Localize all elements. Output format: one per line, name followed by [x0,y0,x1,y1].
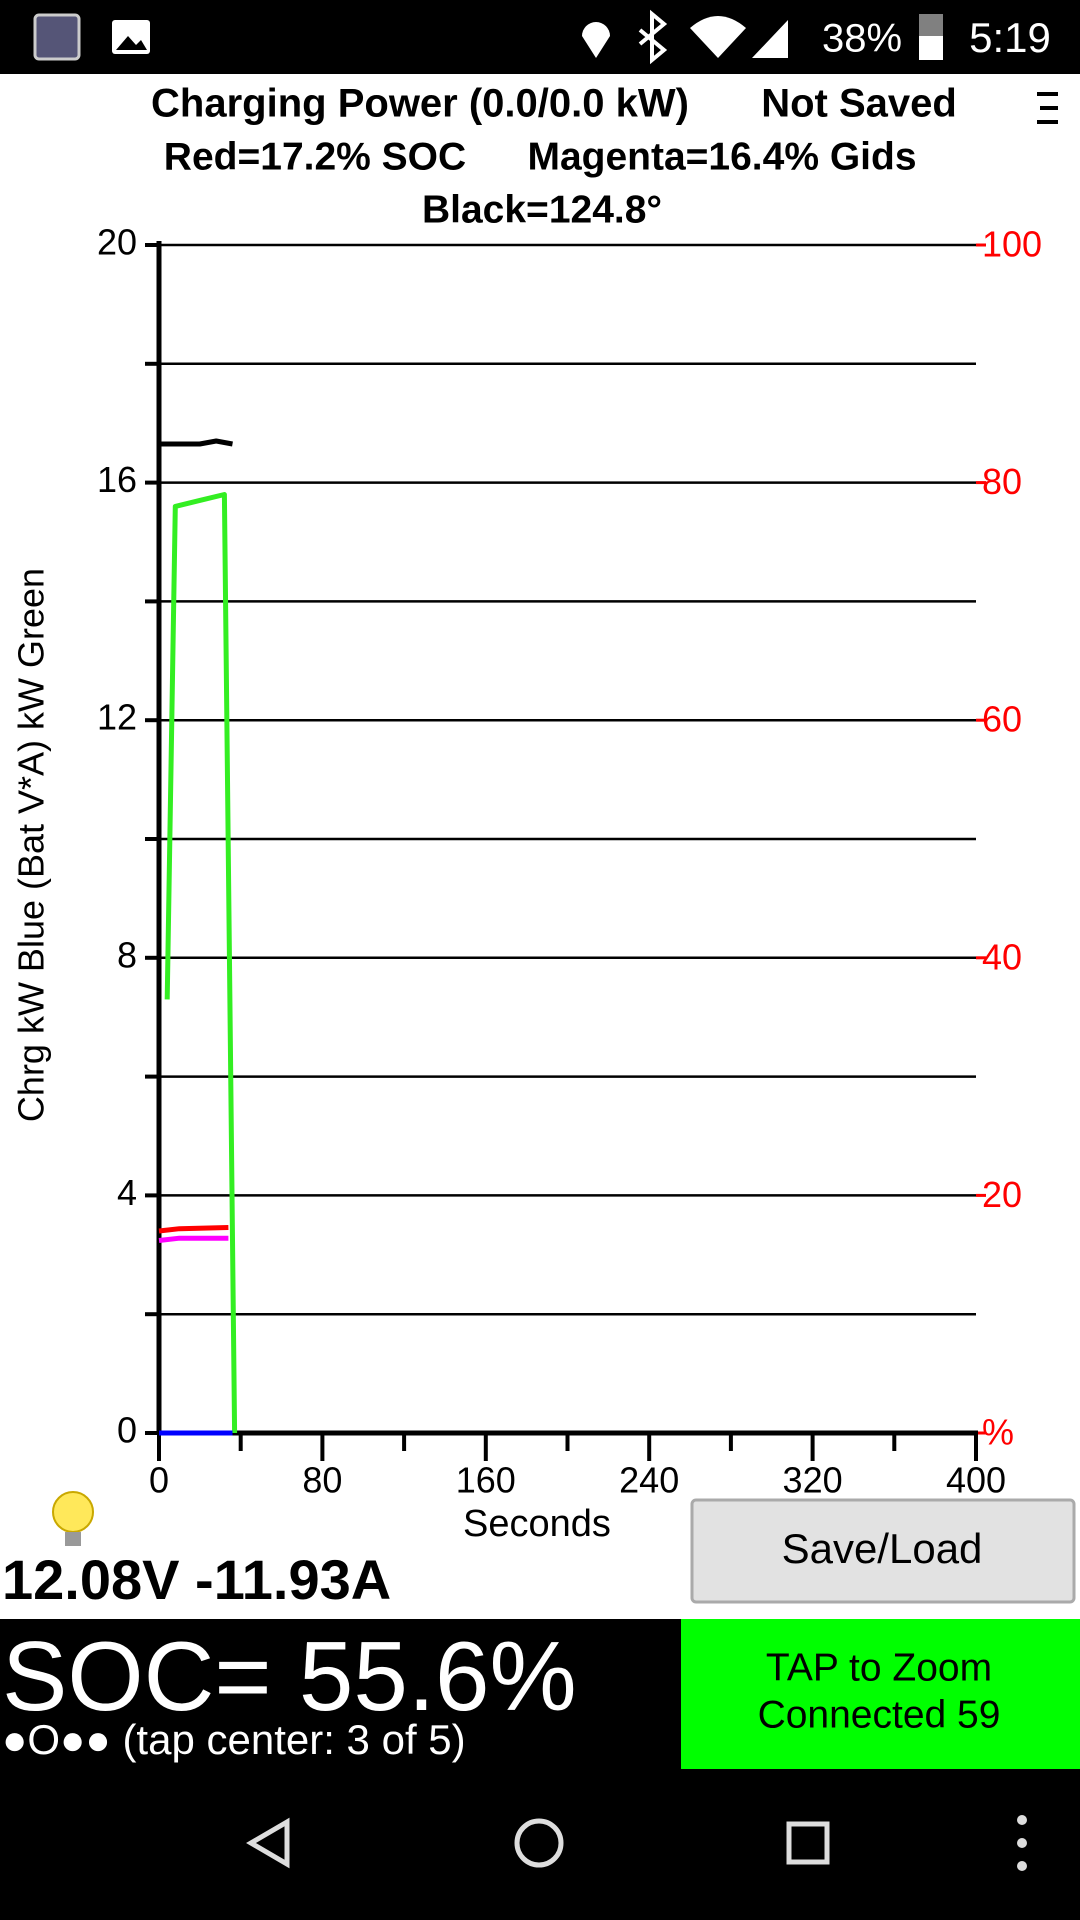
x-tick-label: 80 [302,1460,342,1501]
y-tick-label: 16 [97,459,137,500]
nav-home[interactable] [514,1818,564,1868]
nav-back[interactable] [246,1817,290,1869]
gallery-icon-mark [116,36,147,50]
button-label: Save/Load [782,1525,983,1572]
y2-tick-label: 20 [982,1174,1022,1215]
bulb-base [65,1532,81,1546]
save-status: Not Saved [761,82,957,126]
voltage-current-readout: 12.08V -11.93A [2,1548,391,1611]
y-tick-label: 20 [97,222,137,263]
zoom-button[interactable]: TAP to Zoom Connected 59 [681,1619,1080,1769]
app-icon [33,13,81,61]
location-icon [582,22,610,58]
y-axis-label: Chrg kW Blue (Bat V*A) kW Green [11,568,52,1122]
dot [1017,1861,1027,1871]
x-tick-label: 320 [783,1460,843,1501]
y2-tick-label: % [982,1412,1014,1453]
dot [1017,1838,1027,1848]
nav-recents[interactable] [786,1821,830,1865]
nav-overflow[interactable] [1017,1815,1027,1871]
plot[interactable]: 0 4 8 12 16 20% 20 40 60 80 100 0 80 160 240 320 400 [97,222,1042,1501]
status-bar [0,0,1080,74]
subtitle: Black=124.8° [422,188,662,231]
chart-title: Charging Power (0.0/0.0 kW) [151,82,689,126]
soc-readout: SOC= 55.6% [2,1621,577,1731]
y-tick-label: 4 [117,1172,137,1213]
y2-tick-label: 60 [982,699,1022,740]
menu-button[interactable] [1037,92,1058,124]
x-tick-label: 160 [456,1460,516,1501]
clock: 5:19 [969,14,1051,61]
battery-level [919,36,943,60]
series-line [158,1225,229,1234]
battery-percent: 38% [822,17,902,61]
y2-tick-label: 80 [982,461,1022,502]
zoom-background [681,1619,1080,1769]
signal-icon [752,20,788,58]
x-tick-label: 0 [149,1460,169,1501]
y-tick-label: 0 [117,1410,137,1451]
wifi-icon [690,16,746,58]
y-tick-label: 8 [117,934,137,975]
y2-tick-label: 40 [982,936,1022,977]
page-indicator[interactable]: ●O●● (tap center: 3 of 5) [2,1716,466,1763]
subtitle: Red=17.2% SOC [164,135,466,178]
zoom-label: TAP to Zoom [766,1646,992,1689]
bulb [52,1491,94,1533]
dot [1017,1815,1027,1825]
series-line [158,1235,229,1243]
button-background [690,1498,1076,1604]
lightbulb-icon [52,1491,94,1546]
x-axis-label: Seconds [463,1503,611,1545]
x-tick-label: 240 [619,1460,679,1501]
series-line [164,492,238,1434]
y-tick-label: 12 [97,697,137,738]
x-tick-label: 400 [946,1460,1006,1501]
save-load-button[interactable]: Save/Load [690,1498,1076,1604]
subtitle: Magenta=16.4% Gids [527,135,916,178]
series-line [159,438,233,447]
y2-tick-label: 100 [982,224,1042,265]
connection-label: Connected 59 [758,1693,1001,1736]
bluetooth-icon [638,9,668,65]
